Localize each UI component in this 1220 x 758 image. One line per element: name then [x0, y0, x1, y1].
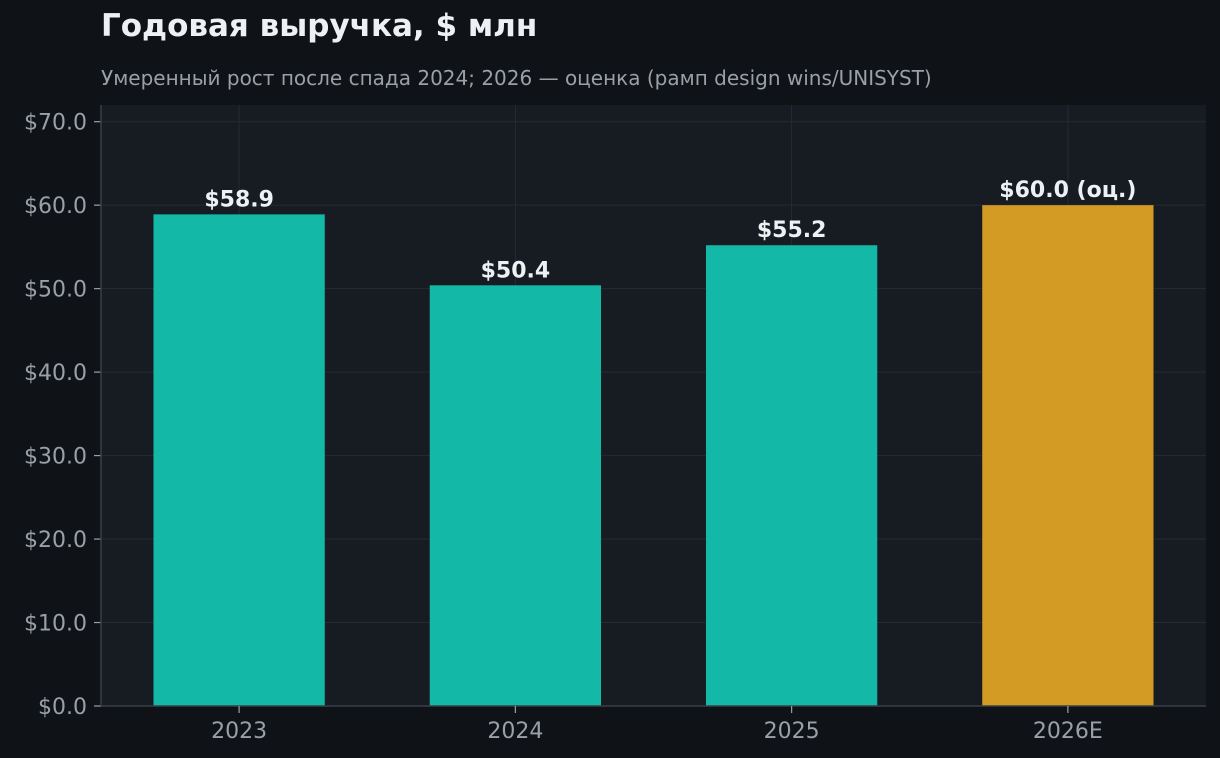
y-tick-label: $0.0 [38, 695, 87, 720]
bar-2025 [705, 245, 878, 706]
y-tick-label: $30.0 [24, 445, 87, 470]
chart-title: Годовая выручка, $ млн [101, 8, 538, 44]
x-tick-label: 2026E [1033, 719, 1103, 744]
bar-2024 [429, 285, 602, 706]
y-tick-label: $10.0 [24, 612, 87, 637]
y-tick-label: $40.0 [24, 361, 87, 386]
data-label: $58.9 [204, 187, 274, 212]
x-tick-label: 2025 [764, 719, 820, 744]
data-label: $55.2 [757, 218, 827, 243]
data-label: $60.0 (оц.) [999, 178, 1136, 203]
y-tick-label: $50.0 [24, 278, 87, 303]
y-tick-label: $20.0 [24, 528, 87, 553]
y-tick-label: $70.0 [24, 111, 87, 136]
bar-2026e [982, 205, 1154, 706]
x-tick-label: 2023 [211, 719, 267, 744]
chart-subtitle: Умеренный рост после спада 2024; 2026 — … [101, 66, 932, 90]
x-tick-label: 2024 [487, 719, 543, 744]
bar-2023 [153, 214, 325, 706]
data-label: $50.4 [481, 258, 551, 283]
y-tick-label: $60.0 [24, 194, 87, 219]
